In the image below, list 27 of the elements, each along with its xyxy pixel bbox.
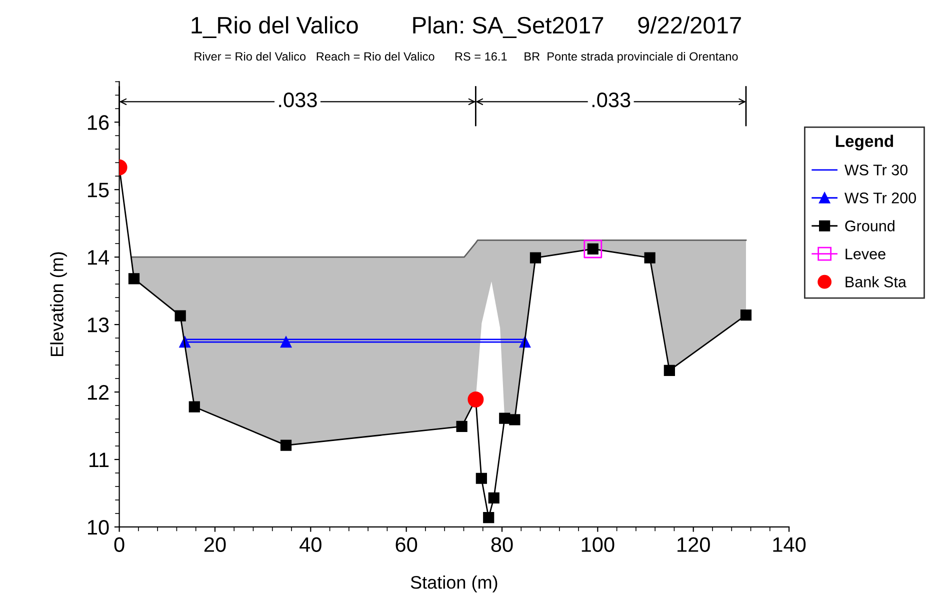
x-tick-label: 40 [300,537,322,552]
x-tick-label: 120 [678,537,710,552]
x-tick-label: 100 [582,537,614,552]
legend-label: Ground [845,220,894,232]
x-tick-label: 140 [773,537,806,552]
annotation: .033 [592,92,630,108]
x-axis-title: Station (m) [410,576,498,592]
legend-title: Legend [836,134,894,150]
x-tick-label: 20 [204,537,226,552]
y-tick-label: 13 [88,318,109,332]
annotation: .033 [279,92,317,108]
x-tick-label: 80 [491,537,513,552]
x-tick-label: 0 [114,537,124,552]
x-tick-label: 60 [396,537,418,552]
y-tick-label: 10 [88,520,109,535]
y-tick-label: 11 [90,452,109,468]
chart-subtitle: River = Rio del Valico Reach = Rio del Valico RS = 16.1 BR Ponte strada provinciale di Orentano [194,52,738,63]
y-tick-label: 12 [88,385,109,400]
legend-label: WS Tr 200 [844,192,916,204]
chart-title: 1_Rio del Valico Plan: SA_Set2017 9/22/2017 [192,16,741,38]
legend-label: Levee [846,248,886,260]
y-tick-label: 16 [88,115,109,130]
legend-label: WS Tr 30 [844,164,908,176]
y-tick-label: 15 [88,182,109,198]
y-axis-title: Elevation (m) [50,252,67,356]
y-tick-label: 14 [88,250,109,265]
legend-label: Bank Sta [846,276,906,288]
